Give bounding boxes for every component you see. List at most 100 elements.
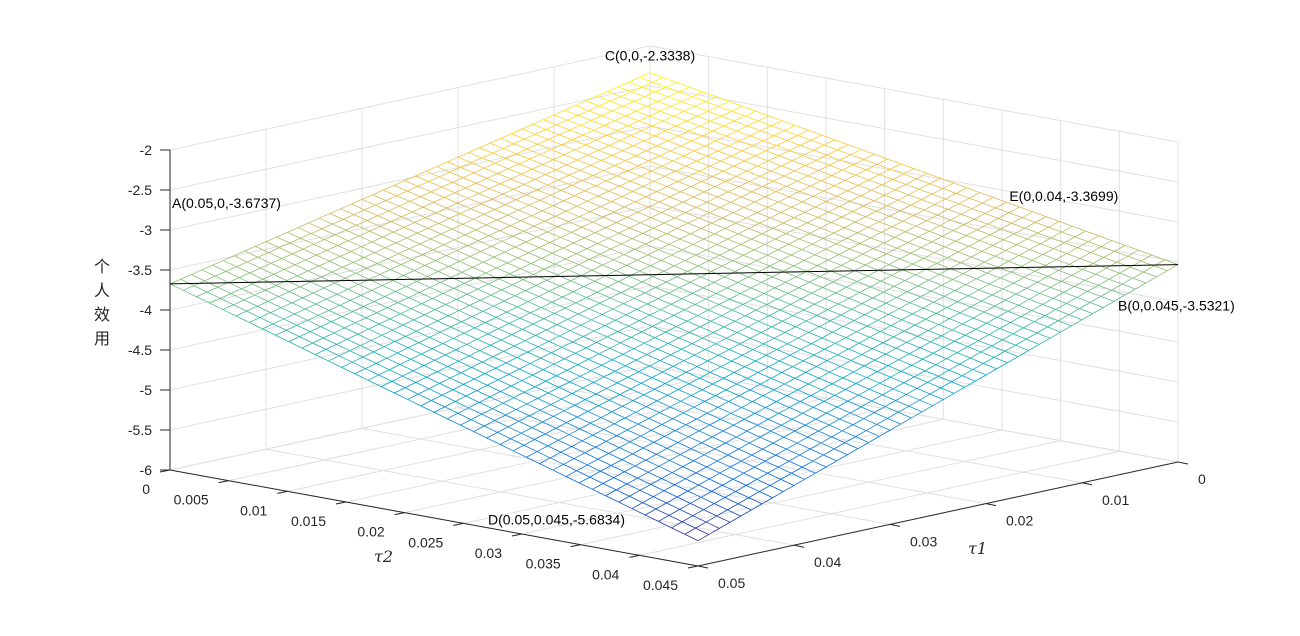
mesh-segment bbox=[689, 86, 703, 93]
mesh-segment bbox=[524, 391, 538, 399]
mesh-segment bbox=[1064, 236, 1076, 244]
mesh-segment bbox=[610, 292, 622, 299]
mesh-segment bbox=[532, 119, 544, 125]
mesh-segment bbox=[457, 197, 469, 204]
mesh-segment bbox=[700, 271, 712, 278]
mesh-segment bbox=[627, 376, 642, 384]
mesh-segment bbox=[831, 377, 843, 385]
mesh-segment bbox=[692, 238, 704, 245]
mesh-segment bbox=[543, 363, 555, 371]
mesh-segment bbox=[684, 254, 696, 261]
mesh-segment bbox=[341, 361, 353, 368]
grid-line-z bbox=[169, 325, 651, 431]
mesh-segment bbox=[1013, 282, 1027, 289]
mesh-segment bbox=[788, 191, 800, 198]
mesh-segment bbox=[352, 306, 364, 312]
mesh-segment bbox=[396, 190, 408, 197]
mesh-segment bbox=[355, 322, 369, 330]
mesh-segment bbox=[503, 148, 517, 155]
mesh-segment bbox=[431, 348, 446, 356]
mesh-segment bbox=[722, 212, 734, 219]
mesh-segment bbox=[593, 125, 605, 131]
mesh-segment bbox=[745, 309, 757, 317]
mesh-segment bbox=[1018, 304, 1032, 311]
mesh-segment bbox=[309, 331, 324, 339]
grid-line-z bbox=[169, 165, 651, 271]
mesh-segment bbox=[469, 305, 483, 312]
mesh-segment bbox=[811, 287, 823, 294]
mesh-segment bbox=[962, 323, 977, 330]
mesh-segment bbox=[385, 195, 397, 201]
mesh-segment bbox=[883, 242, 898, 249]
mesh-segment bbox=[388, 210, 402, 218]
mesh-segment bbox=[521, 123, 533, 130]
mesh-segment bbox=[891, 269, 903, 276]
mesh-segment bbox=[1111, 283, 1123, 291]
mesh-segment bbox=[693, 196, 707, 203]
mesh-segment bbox=[911, 358, 923, 366]
mesh-segment bbox=[489, 396, 504, 404]
mesh-segment bbox=[675, 170, 689, 177]
mesh-segment bbox=[813, 149, 827, 156]
mesh-segment bbox=[1047, 275, 1062, 282]
mesh-segment bbox=[485, 267, 497, 274]
mesh-segment bbox=[869, 336, 884, 344]
mesh-segment bbox=[479, 344, 491, 351]
mesh-segment bbox=[730, 460, 742, 468]
mesh-segment bbox=[849, 248, 863, 255]
mesh-segment bbox=[848, 342, 860, 350]
mesh-segment bbox=[449, 218, 463, 225]
mesh-segment bbox=[792, 366, 806, 373]
mesh-segment bbox=[973, 317, 987, 324]
mesh-segment bbox=[507, 426, 522, 434]
mesh-segment bbox=[701, 181, 716, 188]
mesh-segment bbox=[997, 260, 1009, 268]
mesh-segment bbox=[785, 281, 799, 289]
mesh-segment bbox=[353, 209, 365, 216]
mesh-segment bbox=[508, 163, 520, 170]
mesh-segment bbox=[834, 139, 849, 146]
mesh-segment bbox=[416, 281, 431, 288]
mesh-segment bbox=[808, 129, 822, 136]
mesh-segment bbox=[230, 293, 245, 301]
mesh-segment bbox=[759, 222, 773, 229]
mesh-segment bbox=[236, 266, 250, 274]
mesh-segment bbox=[563, 154, 578, 161]
mesh-segment bbox=[454, 187, 466, 194]
mesh-segment bbox=[536, 236, 551, 243]
mesh-segment bbox=[761, 228, 773, 235]
z-tick-label: -5.5 bbox=[128, 422, 152, 438]
mesh-segment bbox=[601, 364, 615, 372]
mesh-segment bbox=[692, 287, 704, 294]
mesh-segment bbox=[796, 442, 811, 450]
mesh-segment bbox=[541, 252, 553, 259]
mesh-segment bbox=[620, 336, 632, 344]
mesh-segment bbox=[695, 466, 707, 474]
mesh-segment bbox=[605, 489, 617, 497]
mesh-segment bbox=[460, 367, 472, 374]
mesh-segment bbox=[741, 460, 755, 468]
mesh-segment bbox=[856, 331, 870, 338]
mesh-segment bbox=[953, 386, 965, 394]
mesh-segment bbox=[617, 331, 632, 338]
mesh-segment bbox=[797, 337, 812, 345]
mesh-segment bbox=[582, 434, 594, 442]
mesh-segment bbox=[444, 197, 458, 204]
mesh-segment bbox=[355, 317, 367, 324]
mesh-segment bbox=[872, 291, 884, 299]
mesh-segment bbox=[308, 217, 320, 224]
mesh-segment bbox=[989, 234, 1004, 241]
mesh-segment bbox=[881, 231, 895, 238]
mesh-segment bbox=[514, 295, 529, 303]
mesh-segment bbox=[1084, 279, 1099, 286]
mesh-segment bbox=[309, 326, 321, 332]
mesh-segment bbox=[639, 77, 653, 83]
mesh-segment bbox=[669, 400, 681, 408]
mesh-segment bbox=[537, 346, 552, 354]
mesh-segment bbox=[361, 241, 373, 248]
mesh-segment bbox=[783, 170, 795, 177]
mesh-segment bbox=[901, 364, 913, 372]
mesh-segment bbox=[486, 224, 500, 232]
mesh-segment bbox=[439, 176, 453, 183]
mesh-segment bbox=[656, 400, 671, 408]
